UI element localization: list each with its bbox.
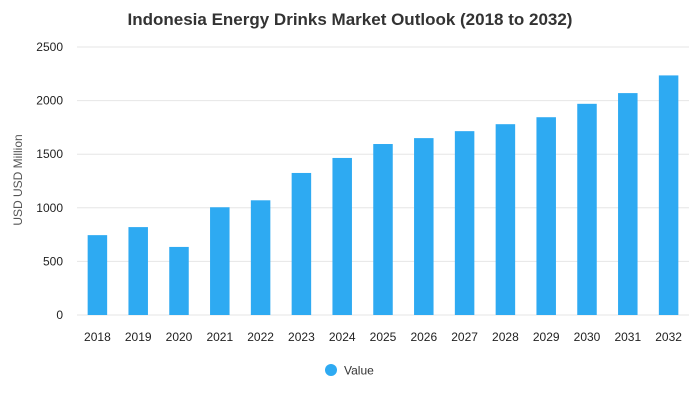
x-tick-label: 2025 xyxy=(370,330,397,344)
bar-2024 xyxy=(332,157,352,315)
bar-2029 xyxy=(536,117,556,315)
bar-2031 xyxy=(618,93,638,315)
x-tick-label: 2032 xyxy=(655,330,682,344)
y-tick-label: 1000 xyxy=(36,201,63,215)
x-tick-label: 2026 xyxy=(410,330,437,344)
x-tick-label: 2029 xyxy=(533,330,560,344)
x-tick-label: 2027 xyxy=(451,330,478,344)
y-tick-label: 2000 xyxy=(36,94,63,108)
bars xyxy=(87,75,679,316)
bar-2020 xyxy=(169,246,189,315)
bar-2023 xyxy=(291,172,312,315)
y-axis-ticks: 0 500 1000 1500 2000 2500 xyxy=(36,40,63,322)
x-tick-label: 2022 xyxy=(247,330,274,344)
bar-2021 xyxy=(210,207,230,315)
y-tick-label: 500 xyxy=(43,254,63,268)
legend-label: Value xyxy=(344,364,374,378)
bar-2028 xyxy=(495,124,516,316)
y-tick-label: 2500 xyxy=(36,40,63,54)
y-axis-label: USD USD Million xyxy=(11,134,25,225)
y-tick-label: 1500 xyxy=(36,147,63,161)
bar-2027 xyxy=(454,131,475,315)
x-tick-label: 2024 xyxy=(329,330,356,344)
x-tick-label: 2031 xyxy=(614,330,641,344)
legend: Value xyxy=(325,364,374,378)
x-tick-label: 2030 xyxy=(574,330,601,344)
bar-2032 xyxy=(658,75,679,316)
x-tick-label: 2028 xyxy=(492,330,519,344)
x-axis-ticks: 2018 2019 2020 2021 2022 2023 2024 2025 2026 2027… xyxy=(84,330,682,344)
bar-2026 xyxy=(414,138,434,315)
x-tick-label: 2018 xyxy=(84,330,111,344)
legend-marker xyxy=(325,364,337,376)
bar-2022 xyxy=(250,200,271,315)
x-tick-label: 2023 xyxy=(288,330,315,344)
bar-2025 xyxy=(373,144,393,315)
x-tick-label: 2020 xyxy=(166,330,193,344)
y-tick-label: 0 xyxy=(56,308,63,322)
bar-2018 xyxy=(87,235,108,315)
x-tick-label: 2019 xyxy=(125,330,152,344)
x-tick-label: 2021 xyxy=(206,330,233,344)
bar-2019 xyxy=(128,227,148,315)
chart-title: Indonesia Energy Drinks Market Outlook (… xyxy=(128,10,573,29)
bar-2030 xyxy=(577,103,597,315)
